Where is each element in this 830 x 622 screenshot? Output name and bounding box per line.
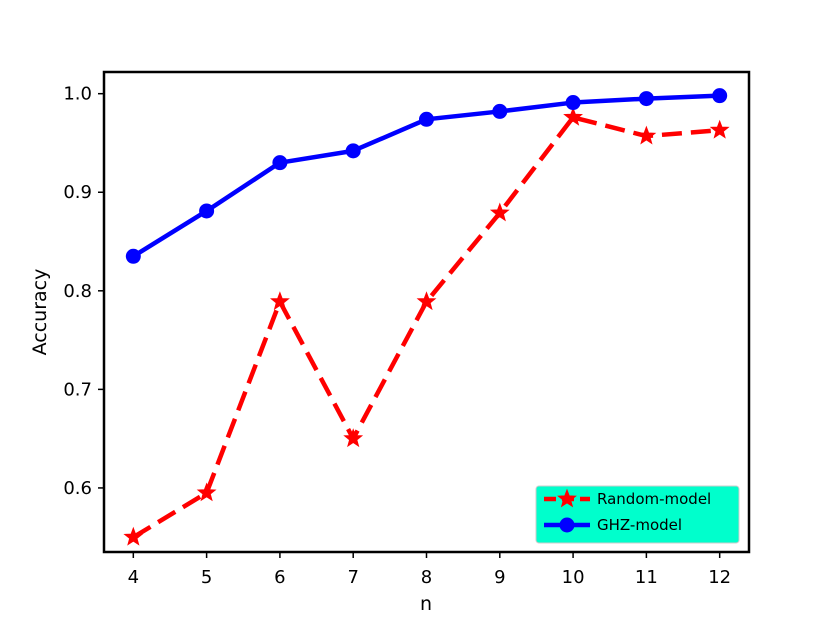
legend-label: GHZ-model (597, 516, 682, 534)
x-tick-label: 4 (128, 567, 139, 588)
x-tick-label: 9 (494, 567, 505, 588)
y-tick-label: 1.0 (63, 84, 92, 105)
data-point (563, 106, 583, 126)
y-axis-ticks: 0.6 0.7 0.8 0.9 1.0 (63, 84, 104, 499)
y-tick-label: 0.8 (63, 281, 92, 302)
series-layer (123, 88, 730, 546)
series-ghz-model (125, 88, 728, 264)
x-axis-ticks: 4 5 6 7 8 9 10 11 12 (128, 552, 731, 588)
x-tick-label: 5 (201, 567, 212, 588)
series-random-model (123, 106, 730, 546)
data-point (125, 248, 141, 264)
data-point (270, 291, 290, 311)
y-tick-label: 0.7 (63, 379, 92, 400)
x-tick-label: 12 (708, 567, 731, 588)
x-tick-label: 10 (562, 567, 585, 588)
data-point (709, 119, 730, 139)
x-tick-label: 8 (421, 567, 432, 588)
data-point (199, 203, 215, 219)
x-tick-label: 11 (635, 567, 658, 588)
y-tick-label: 0.9 (63, 182, 92, 203)
x-axis-label: n (420, 593, 432, 615)
data-point (492, 103, 508, 119)
data-point (638, 91, 654, 107)
x-tick-label: 6 (274, 567, 285, 588)
data-point (123, 526, 144, 546)
legend-items: Random-model GHZ-model (544, 488, 711, 534)
data-point (712, 88, 728, 104)
data-point (419, 111, 434, 127)
data-point (272, 155, 288, 171)
data-point (416, 291, 437, 311)
legend-marker (559, 517, 575, 533)
x-tick-label: 7 (347, 567, 358, 588)
series-line (132, 115, 720, 540)
data-point (343, 428, 364, 448)
legend-label: Random-model (597, 490, 711, 508)
data-point (196, 482, 217, 502)
data-point (345, 143, 361, 159)
data-point (565, 95, 581, 111)
y-axis-label: Accuracy (29, 269, 51, 356)
data-point (636, 125, 657, 145)
y-tick-label: 0.6 (63, 478, 92, 499)
data-point (489, 202, 510, 222)
legend: Random-model GHZ-model (535, 485, 740, 544)
legend-marker (557, 488, 577, 508)
